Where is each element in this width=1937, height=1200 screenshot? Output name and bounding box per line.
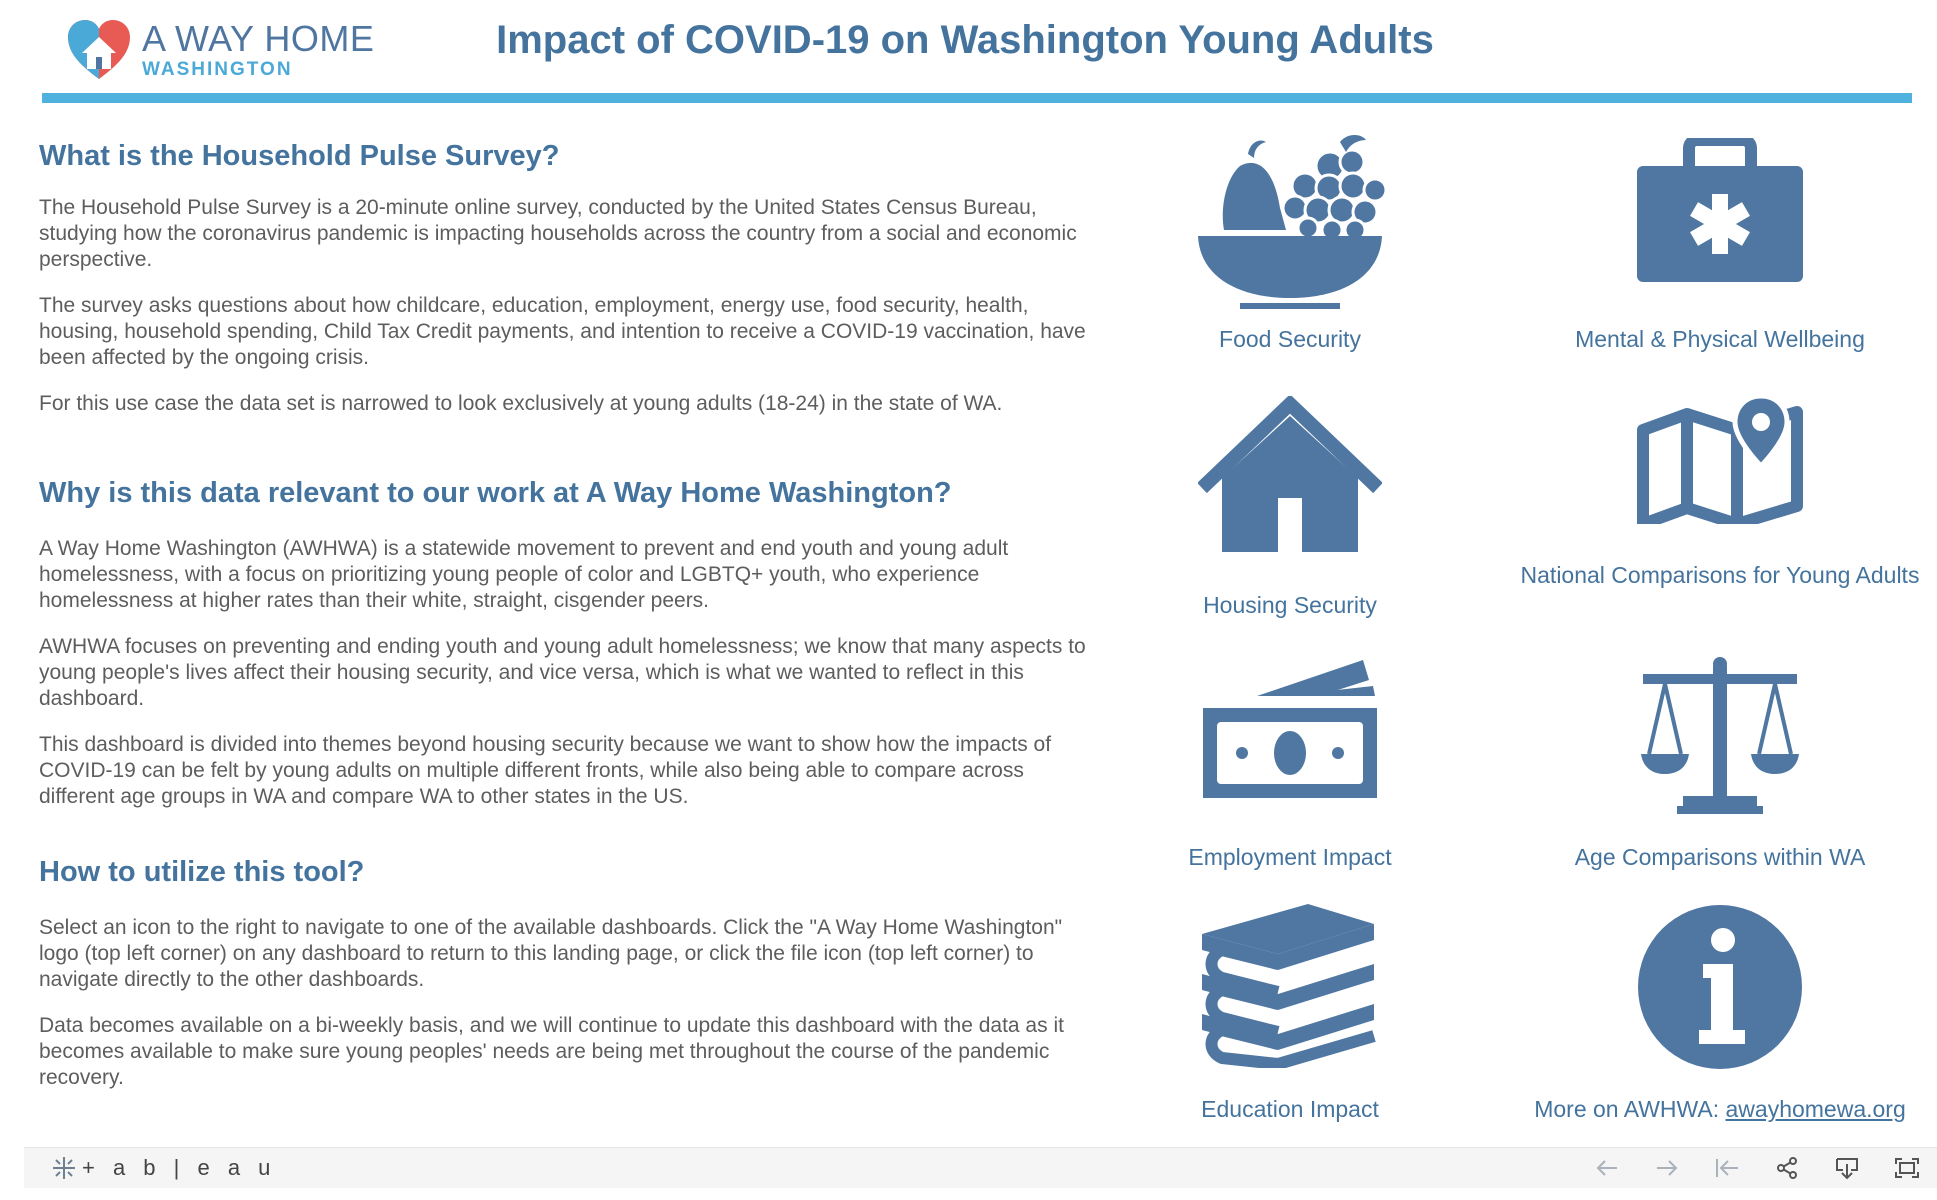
tile-label-housing-security: Housing Security <box>1203 592 1377 618</box>
how-to-paragraph-1: Select an icon to the right to navigate … <box>39 916 1063 991</box>
more-on-awhwa-text: More on AWHWA: <box>1534 1096 1726 1122</box>
house-icon <box>1198 396 1382 552</box>
how-to-paragraph-2: Data becomes available on a bi-weekly ba… <box>39 1014 1064 1089</box>
fullscreen-icon <box>1895 1158 1919 1178</box>
awhwa-website-link[interactable]: awayhomewa.org <box>1725 1096 1906 1122</box>
page-title: Impact of COVID-19 on Washington Young A… <box>496 18 1434 62</box>
logo-main-text: A WAY HOME <box>142 18 375 59</box>
section-heading-how-to: How to utilize this tool? <box>39 856 365 888</box>
relevance-paragraph-1: A Way Home Washington (AWHWA) is a state… <box>39 537 1009 612</box>
food-bowl-icon <box>1198 135 1388 309</box>
download-icon <box>1836 1158 1858 1180</box>
heart-house-logo-icon <box>68 20 130 79</box>
money-icon <box>1203 660 1377 798</box>
scales-icon <box>1641 657 1799 814</box>
info-icon <box>1638 905 1802 1069</box>
tile-food-security[interactable]: Food Security <box>1160 128 1420 353</box>
fullscreen-button[interactable] <box>1877 1152 1937 1184</box>
tile-label-employment-impact: Employment Impact <box>1188 844 1392 870</box>
share-icon <box>1777 1157 1797 1179</box>
share-button[interactable] <box>1757 1152 1817 1184</box>
redo-button[interactable] <box>1637 1152 1697 1184</box>
tile-label-age-comparisons: Age Comparisons within WA <box>1574 844 1866 870</box>
tile-label-education-impact: Education Impact <box>1201 1096 1379 1122</box>
tableau-toolbar: + a b | e a u <box>24 1147 1937 1188</box>
awhwa-logo[interactable]: A WAY HOME WASHINGTON <box>66 14 386 86</box>
undo-button[interactable] <box>1577 1152 1637 1184</box>
relevance-paragraph-3: This dashboard is divided into themes be… <box>39 733 1052 808</box>
revert-icon <box>1716 1159 1738 1177</box>
tile-national-comparisons[interactable]: National Comparisons for Young Adults <box>1520 394 1920 589</box>
tile-label-more-on-awhwa: More on AWHWA: awayhomewa.org <box>1500 1096 1937 1123</box>
relevance-paragraph-2: AWHWA focuses on preventing and ending y… <box>39 635 1086 710</box>
tableau-brand[interactable]: + a b | e a u <box>50 1152 276 1184</box>
tile-housing-security[interactable]: Housing Security <box>1160 396 1420 619</box>
tile-employment-impact[interactable]: Employment Impact <box>1160 654 1420 871</box>
books-icon <box>1202 904 1376 1068</box>
survey-paragraph-3: For this use case the data set is narrow… <box>39 392 1003 415</box>
tile-mental-physical-wellbeing[interactable]: Mental & Physical Wellbeing <box>1520 138 1920 353</box>
tile-label-food-security: Food Security <box>1219 326 1361 352</box>
map-pin-icon <box>1637 394 1803 524</box>
header-rule <box>42 93 1912 103</box>
section-heading-relevance: Why is this data relevant to our work at… <box>39 477 952 509</box>
download-button[interactable] <box>1817 1152 1877 1184</box>
tableau-wordmark: + a b | e a u <box>82 1155 277 1180</box>
tile-label-mental-physical-wellbeing: Mental & Physical Wellbeing <box>1575 326 1865 352</box>
first-aid-kit-icon <box>1637 138 1803 282</box>
survey-paragraph-1: The Household Pulse Survey is a 20-minut… <box>39 196 1077 271</box>
tile-age-comparisons[interactable]: Age Comparisons within WA <box>1520 656 1920 871</box>
tile-more-on-awhwa[interactable]: More on AWHWA: awayhomewa.org <box>1500 904 1937 1123</box>
tile-label-national-comparisons: National Comparisons for Young Adults <box>1520 562 1920 588</box>
toolbar-buttons <box>1577 1152 1937 1184</box>
intro-text-column: What is the Household Pulse Survey? The … <box>39 140 1099 1091</box>
revert-button[interactable] <box>1697 1152 1757 1184</box>
survey-paragraph-2: The survey asks questions about how chil… <box>39 294 1086 369</box>
section-heading-survey: What is the Household Pulse Survey? <box>39 140 560 172</box>
tile-education-impact[interactable]: Education Impact <box>1160 900 1420 1123</box>
undo-icon <box>1596 1160 1617 1176</box>
logo-sub-text: WASHINGTON <box>142 59 293 80</box>
redo-icon <box>1657 1160 1678 1176</box>
tableau-logo-icon <box>53 1157 75 1179</box>
